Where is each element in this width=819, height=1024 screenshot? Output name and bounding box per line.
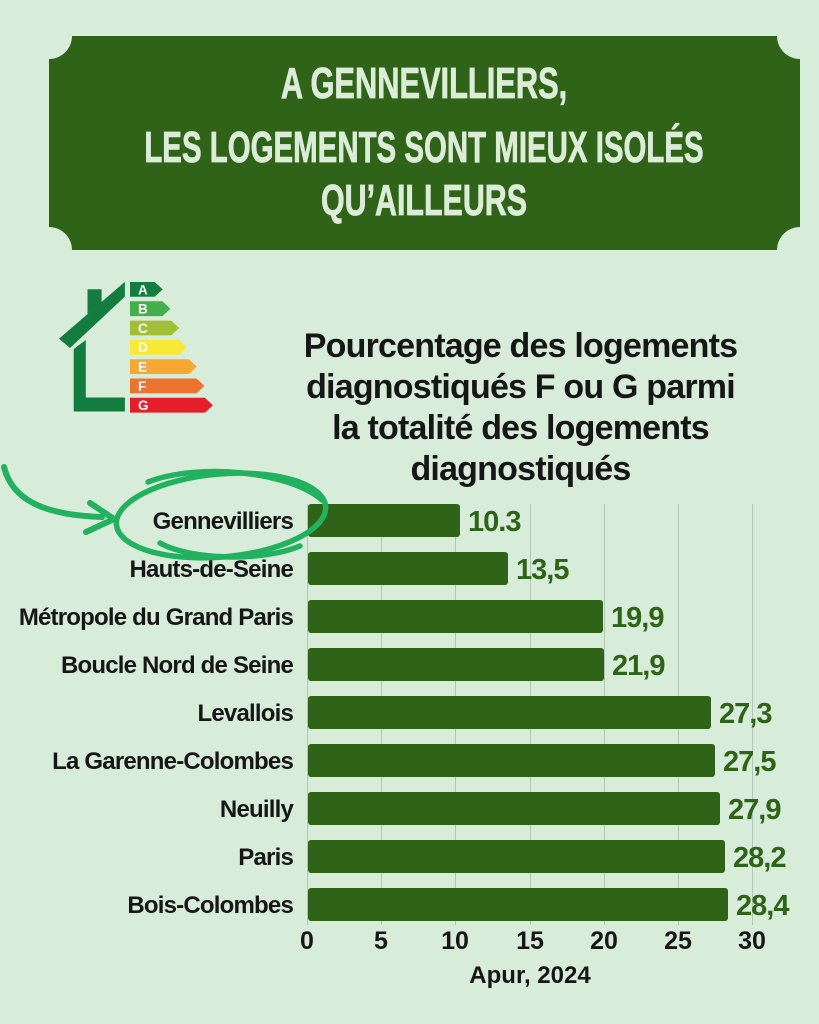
svg-text:C: C bbox=[138, 321, 148, 336]
svg-text:D: D bbox=[138, 340, 148, 355]
svg-text:B: B bbox=[138, 302, 148, 317]
svg-text:E: E bbox=[138, 360, 147, 375]
svg-text:A: A bbox=[138, 282, 148, 297]
svg-text:G: G bbox=[138, 398, 149, 413]
svg-text:F: F bbox=[138, 379, 146, 394]
